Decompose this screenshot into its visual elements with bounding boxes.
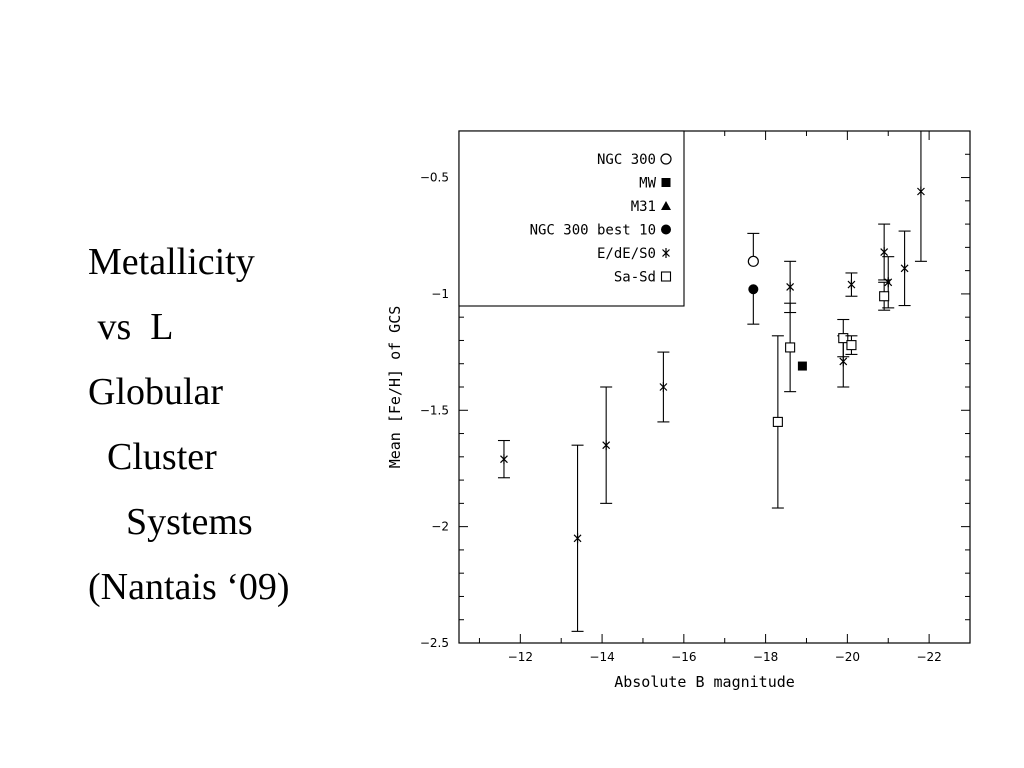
data-point-e-de-s0 <box>900 263 909 274</box>
data-point-sa-sd <box>772 416 783 427</box>
x-tick-label: −12 <box>508 650 533 664</box>
title-line-4: Cluster <box>88 436 217 478</box>
x-tick-label: −16 <box>671 650 696 664</box>
y-axis-title: Mean [Fe/H] of GCS <box>386 306 404 469</box>
legend-marker <box>661 224 671 235</box>
data-point-sa-sd <box>846 340 857 351</box>
y-tick-label: −1 <box>431 287 449 301</box>
title-line-3: Globular <box>88 371 224 413</box>
y-tick-label: −2 <box>431 520 449 534</box>
title-line-5: Systems <box>88 501 253 543</box>
legend-label: Sa-Sd <box>614 270 656 286</box>
data-point-e-de-s0 <box>839 356 848 367</box>
data-point-e-de-s0 <box>917 186 925 197</box>
y-tick-label: −0.5 <box>420 171 449 185</box>
legend-label: MW <box>639 176 656 192</box>
legend-marker <box>660 153 672 165</box>
legend-label: NGC 300 <box>597 152 656 168</box>
y-tick-label: −1.5 <box>420 403 449 417</box>
legend-label: NGC 300 best 10 <box>530 223 656 239</box>
x-tick-label: −22 <box>916 650 941 664</box>
data-point-e-de-s0 <box>847 279 856 290</box>
legend-label: E/dE/S0 <box>597 246 656 262</box>
metallicity-scatter-plot: −12 −14 −16 −18 −20 −22 −0.5 −1 −1.5 −2 −2.5 Absolu… <box>386 130 971 691</box>
x-tick-label: −18 <box>753 650 778 664</box>
legend-label: M31 <box>631 199 656 215</box>
data-point-sa-sd <box>785 342 796 353</box>
title-line-2: vs L <box>88 306 174 348</box>
data-point-ngc-300-best-10 <box>748 284 759 295</box>
legend-box <box>458 130 685 307</box>
data-point-e-de-s0 <box>786 281 795 292</box>
x-tick-label: −20 <box>835 650 860 664</box>
legend-marker <box>662 248 670 258</box>
x-tick-label: −14 <box>589 650 614 664</box>
legend-marker <box>661 201 671 210</box>
legend-marker <box>660 271 672 282</box>
data-point-mw <box>797 361 807 371</box>
data-point-ngc-300 <box>747 255 759 267</box>
title-line-6: (Nantais ‘09) <box>88 566 290 608</box>
y-tick-label: −2.5 <box>420 636 449 650</box>
slide-title: Metallicity vs L Globular Cluster System… <box>88 230 290 620</box>
legend-marker <box>661 178 671 187</box>
data-point-sa-sd <box>838 333 849 344</box>
data-point-e-de-s0 <box>500 454 508 465</box>
data-point-e-de-s0 <box>573 533 582 544</box>
x-axis-title: Absolute B magnitude <box>614 673 795 691</box>
data-point-e-de-s0 <box>659 382 668 392</box>
data-point-e-de-s0 <box>880 247 889 258</box>
data-point-sa-sd <box>879 291 890 302</box>
data-point-e-de-s0 <box>602 440 611 451</box>
title-line-1: Metallicity <box>88 241 255 283</box>
